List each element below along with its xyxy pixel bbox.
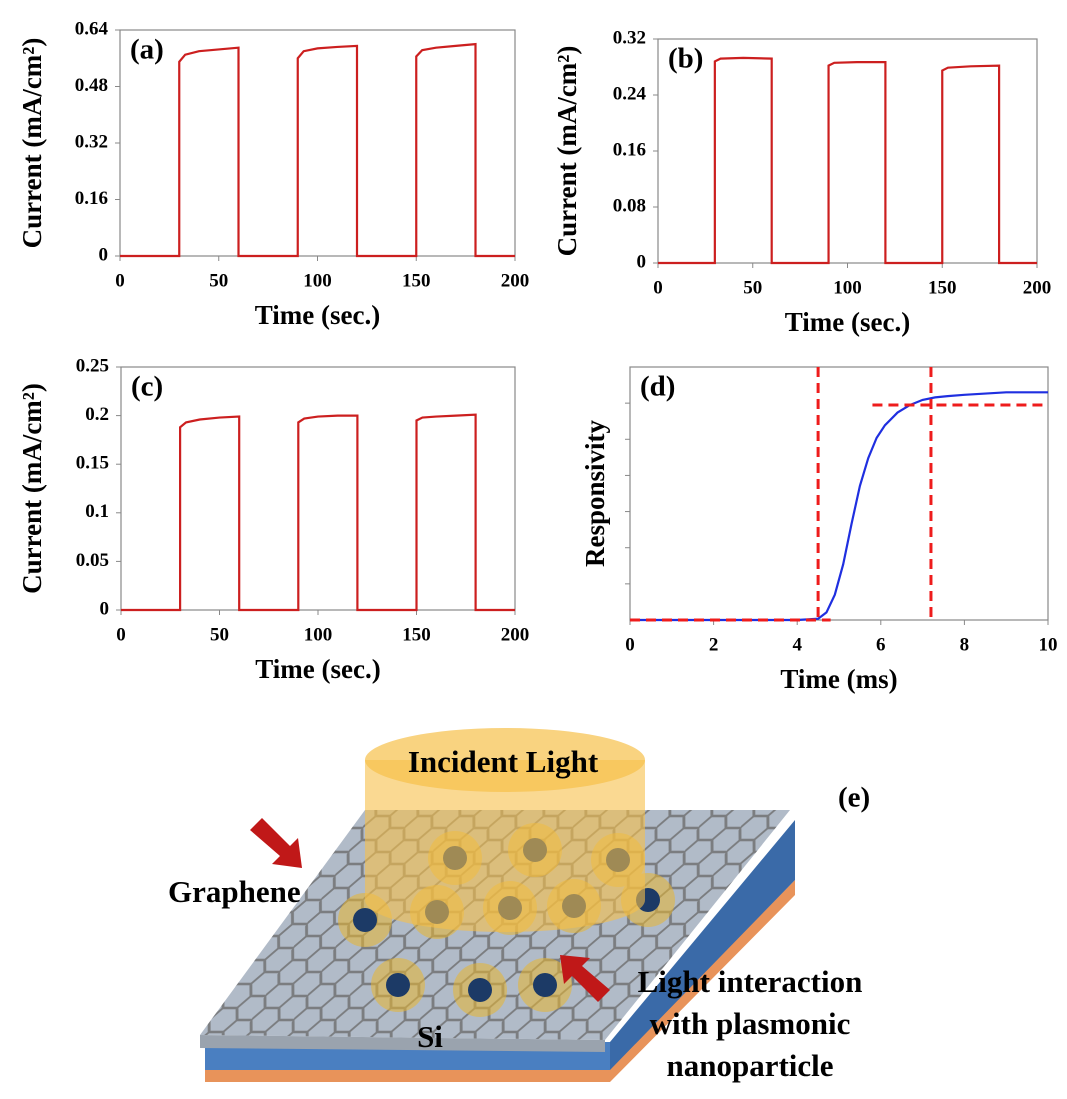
y-axis-label: Current (mA/cm²) (17, 38, 47, 249)
y-tick-label: 0 (100, 598, 110, 619)
y-tick-label: 0.32 (75, 131, 108, 152)
data-line (121, 413, 515, 612)
panel-label: (b) (668, 43, 703, 75)
note-line: with plasmonic (650, 1006, 851, 1041)
note-line: nanoparticle (666, 1048, 833, 1083)
light-label: Incident Light (408, 744, 599, 779)
graphene-label: Graphene (168, 874, 301, 909)
plot-frame (629, 366, 1049, 621)
note-line: Light interaction (638, 964, 863, 999)
si-label: Si (417, 1019, 443, 1054)
x-tick-label: 100 (304, 624, 333, 645)
x-tick-label: 4 (792, 634, 802, 655)
x-tick-label: 150 (928, 277, 957, 298)
x-tick-label: 50 (743, 277, 762, 298)
y-axis-label: Responsivity (580, 419, 610, 567)
y-tick-label: 0.25 (76, 355, 109, 376)
y-tick-label: 0.32 (613, 27, 646, 48)
light-beam (365, 760, 645, 932)
y-tick-label: 0.64 (75, 18, 109, 39)
panel-label: (c) (131, 371, 163, 403)
y-tick-label: 0.15 (76, 453, 109, 474)
panel-label: (d) (640, 371, 675, 403)
y-tick-label: 0 (99, 244, 109, 265)
x-tick-label: 50 (210, 624, 229, 645)
panel-label: (a) (130, 34, 164, 66)
diagram (200, 728, 795, 1082)
x-axis-label: Time (sec.) (255, 654, 380, 684)
y-tick-label: 0.1 (85, 501, 109, 522)
panel-label: (e) (838, 782, 870, 814)
x-tick-label: 200 (1023, 277, 1052, 298)
y-tick-label: 0.16 (75, 188, 108, 209)
x-tick-label: 0 (625, 634, 635, 655)
x-axis-label: Time (sec.) (785, 307, 910, 337)
base-layer (205, 880, 795, 1082)
x-tick-label: 150 (402, 624, 431, 645)
x-tick-label: 100 (303, 270, 332, 291)
x-tick-label: 0 (653, 277, 663, 298)
x-tick-label: 6 (876, 634, 886, 655)
y-tick-label: 0.48 (75, 75, 108, 96)
x-tick-label: 0 (116, 624, 126, 645)
x-tick-label: 200 (501, 270, 530, 291)
x-tick-label: 150 (402, 270, 431, 291)
data-line (658, 56, 1037, 265)
y-tick-label: 0.16 (613, 139, 646, 160)
data-line (120, 42, 515, 258)
y-tick-label: 0 (637, 251, 647, 272)
y-tick-label: 0.05 (76, 550, 109, 571)
x-tick-label: 100 (833, 277, 862, 298)
x-tick-label: 50 (209, 270, 228, 291)
x-axis-label: Time (sec.) (255, 300, 380, 330)
data-line (630, 391, 1048, 622)
x-axis-label: Time (ms) (780, 664, 897, 694)
y-tick-label: 0.24 (613, 83, 647, 104)
y-axis-label: Current (mA/cm²) (552, 46, 582, 257)
y-tick-label: 0.08 (613, 195, 646, 216)
si-side (610, 820, 795, 1070)
x-tick-label: 10 (1039, 634, 1058, 655)
graphene-edge (200, 1035, 605, 1052)
y-axis-label: Current (mA/cm²) (17, 383, 47, 594)
x-tick-label: 8 (960, 634, 970, 655)
x-tick-label: 0 (115, 270, 125, 291)
light-beam-top (365, 728, 645, 792)
y-tick-label: 0.2 (85, 404, 109, 425)
x-tick-label: 200 (501, 624, 530, 645)
arrows (250, 818, 610, 1002)
x-tick-label: 2 (709, 634, 719, 655)
